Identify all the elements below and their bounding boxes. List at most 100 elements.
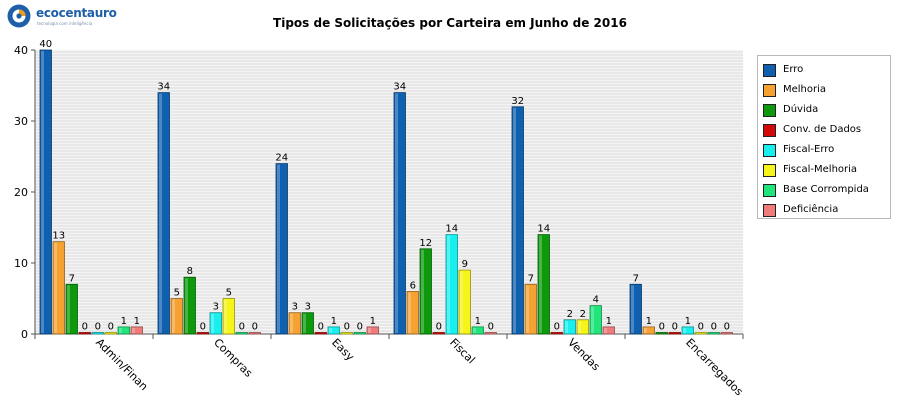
bar [563,319,576,335]
bar-highlight [290,313,293,333]
bar-value-label: 0 [659,322,665,333]
bar-value-label: 0 [672,322,678,333]
x-tick-label: Fiscal [447,336,478,367]
bar [327,326,340,335]
logo-tagline: tecnologia com inteligência [37,21,93,26]
bar-value-label: 0 [95,322,101,333]
bar [340,332,353,335]
ecocentauro-logo: ecocentauro tecnologia com inteligência [6,2,136,34]
bar-highlight [408,292,411,333]
bar-value-label: 1 [134,316,140,327]
bar-highlight [277,164,280,333]
bar-highlight [54,242,57,333]
bar-value-label: 0 [239,322,245,333]
x-tick-label: Encarregados [683,336,746,399]
bar [170,298,183,335]
bar-value-label: 0 [252,322,258,333]
bar-value-label: 8 [187,266,193,277]
legend-label: Erro [783,64,804,75]
bar-value-label: 32 [511,96,524,107]
logo-brand: ecocentauro [36,6,117,20]
bar [471,326,484,335]
chart-title: Tipos de Solicitações por Carteira em Ju… [273,16,627,30]
bar [406,290,419,335]
legend-label: Fiscal-Melhoria [783,164,858,175]
bar-value-label: 1 [606,316,612,327]
legend-label: Melhoria [783,84,827,95]
bar-highlight [604,327,607,333]
bar-value-label: 14 [445,224,458,235]
bar-value-label: 0 [711,322,717,333]
bar [157,92,170,335]
bar-highlight [644,327,647,333]
legend-label: Conv. de Dados [783,124,862,135]
bar-value-label: 24 [275,153,288,164]
bar-highlight [473,327,476,333]
bar [209,312,222,335]
legend-swatch [763,184,776,197]
bar-highlight [329,327,332,333]
y-tick-label: 40 [14,44,28,57]
bar [642,326,655,335]
legend-swatch [763,164,776,177]
bar-value-label: 6 [410,280,416,291]
bar [629,283,642,335]
bar-value-label: 40 [39,39,52,50]
bar-highlight [185,278,188,333]
bar [183,276,196,335]
bar-value-label: 3 [292,302,298,313]
bar [235,332,248,335]
bar-value-label: 9 [462,259,468,270]
ecocentauro-logo-icon [7,4,31,28]
bar-value-label: 0 [357,322,363,333]
bar [248,332,261,335]
bar [694,332,707,335]
bar-value-label: 12 [419,238,432,249]
bar-highlight [565,320,568,333]
bar-value-label: 0 [344,322,350,333]
bar-value-label: 1 [121,316,127,327]
bar [104,332,117,335]
bar [78,332,91,335]
bar [275,163,288,335]
bar [301,312,314,335]
bar [393,92,406,335]
bar-value-label: 0 [108,322,114,333]
bar-value-label: 0 [82,322,88,333]
bar-value-label: 4 [593,295,599,306]
bar-highlight [421,249,424,333]
bar [445,234,458,335]
bar [681,326,694,335]
bar-value-label: 2 [580,309,586,320]
bar [91,332,104,335]
bar [602,326,615,335]
bar-highlight [211,313,214,333]
bar-highlight [513,107,516,333]
bar [39,49,52,335]
bar-highlight [67,285,70,333]
y-tick-label: 30 [14,115,28,128]
bar-value-label: 7 [528,273,534,284]
x-tick-label: Compras [211,336,255,380]
legend-swatch [763,64,776,77]
legend-label: Deficiência [783,204,839,215]
bar-highlight [368,327,371,333]
bar-value-label: 3 [305,302,311,313]
bar [288,312,301,335]
bar [537,234,550,335]
legend-swatch [763,144,776,157]
x-tick-label: Easy [329,336,357,364]
bar-highlight [447,235,450,333]
bar [524,283,537,335]
bar [511,106,524,335]
bar-value-label: 0 [200,322,206,333]
bar-value-label: 13 [52,231,65,242]
bar-value-label: 5 [226,288,232,299]
bar-value-label: 1 [331,316,337,327]
bar-value-label: 1 [475,316,481,327]
y-tick-label: 10 [14,257,28,270]
bar-value-label: 0 [318,322,324,333]
bar-value-label: 0 [698,322,704,333]
legend-label: Dúvida [783,104,819,115]
